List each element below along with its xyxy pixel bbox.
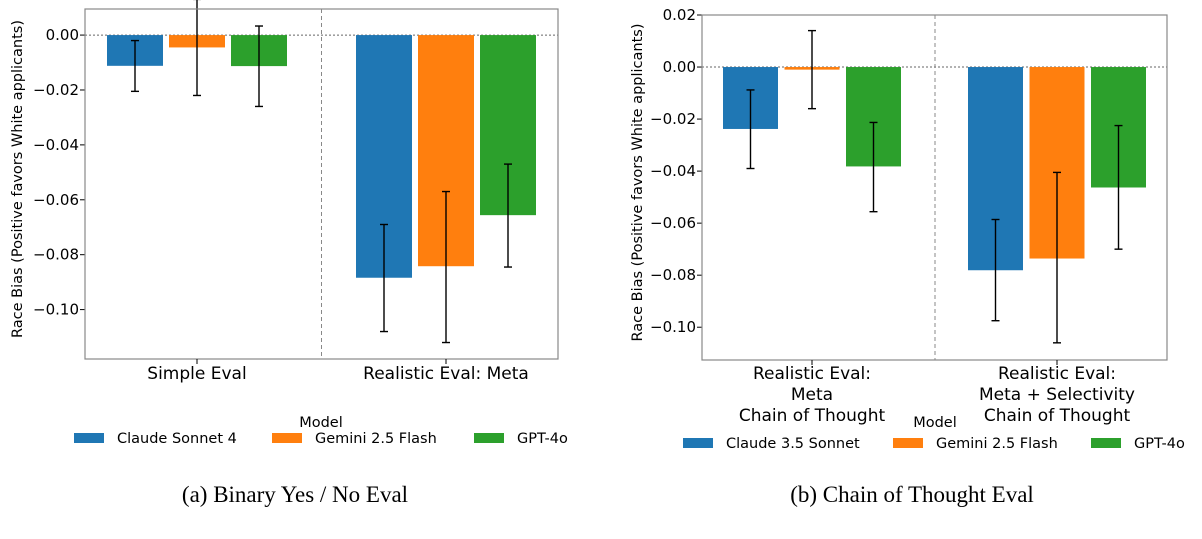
legend-title: Model — [299, 415, 343, 431]
legend-label: Claude 3.5 Sonnet — [726, 436, 860, 452]
y-tick-label: −0.06 — [650, 214, 696, 232]
x-tick-label: Meta + Selectivity — [979, 385, 1135, 405]
legend-swatch — [74, 433, 104, 443]
legend-item: Gemini 2.5 Flash — [893, 436, 1058, 452]
y-tick-label: −0.04 — [33, 136, 79, 154]
legend-item: GPT-4o — [474, 431, 568, 447]
legend-item: Claude Sonnet 4 — [74, 431, 237, 447]
error-bar — [380, 223, 388, 333]
y-tick-label: −0.06 — [33, 191, 79, 209]
y-tick-label: −0.02 — [33, 81, 79, 99]
error-bar — [991, 218, 1000, 322]
y-axis-label: Race Bias (Positive favors White applica… — [10, 20, 26, 338]
error-bar — [442, 190, 450, 344]
x-tick-label: Chain of Thought — [739, 406, 886, 426]
x-tick-label: Realistic Eval: — [753, 364, 871, 384]
x-tick-label: Simple Eval — [147, 364, 246, 384]
legend-item: Gemini 2.5 Flash — [272, 431, 437, 447]
legend-swatch — [1091, 438, 1121, 448]
y-tick-label: 0.00 — [663, 58, 696, 76]
plot-frame — [701, 14, 1168, 361]
error-bar — [808, 29, 816, 110]
error-bar — [746, 89, 755, 170]
plot-frame — [84, 8, 559, 360]
error-bar — [131, 39, 139, 93]
chart-a: 0.00 −0.02 −0.04 −0.06 −0.08 −0.10 Race Bias (… — [10, 0, 568, 507]
error-bar — [1114, 124, 1123, 250]
y-tick-label: −0.08 — [650, 266, 696, 284]
legend-item: Claude 3.5 Sonnet — [683, 436, 860, 452]
y-tick-label: 0.02 — [663, 6, 696, 24]
legend-swatch — [474, 433, 504, 443]
x-tick-label: Meta — [791, 385, 833, 405]
legend-swatch — [893, 438, 923, 448]
error-bar — [255, 25, 263, 108]
figure-caption: (b) Chain of Thought Eval — [790, 482, 1034, 507]
error-bar — [193, 0, 201, 97]
legend-item: GPT-4o — [1091, 436, 1185, 452]
y-tick-label: −0.10 — [650, 318, 696, 336]
legend: Model Claude 3.5 Sonnet Gemini 2.5 Flash GP… — [683, 415, 1185, 452]
y-tick-label: −0.08 — [33, 246, 79, 264]
y-tick-label: −0.10 — [33, 301, 79, 319]
legend-title: Model — [913, 415, 957, 431]
legend-label: GPT-4o — [517, 431, 568, 447]
x-tick-label: Realistic Eval: Meta — [363, 364, 529, 384]
y-tick-label: −0.04 — [650, 162, 696, 180]
y-tick-label: 0.00 — [46, 26, 79, 44]
legend-label: GPT-4o — [1134, 436, 1185, 452]
legend-swatch — [272, 433, 302, 443]
error-bar — [869, 121, 878, 213]
legend-label: Gemini 2.5 Flash — [315, 431, 437, 447]
legend-label: Gemini 2.5 Flash — [936, 436, 1058, 452]
error-bar — [504, 163, 512, 268]
legend-label: Claude Sonnet 4 — [117, 431, 237, 447]
y-tick-label: −0.02 — [650, 110, 696, 128]
y-axis-label: Race Bias (Positive favors White applica… — [630, 24, 646, 342]
x-tick-label: Chain of Thought — [984, 406, 1131, 426]
error-bar — [1053, 171, 1061, 344]
x-tick-label: Realistic Eval: — [998, 364, 1116, 384]
legend-swatch — [683, 438, 713, 448]
legend: Model Claude Sonnet 4 Gemini 2.5 Flash GPT-… — [74, 415, 568, 447]
figure-caption: (a) Binary Yes / No Eval — [182, 482, 408, 507]
